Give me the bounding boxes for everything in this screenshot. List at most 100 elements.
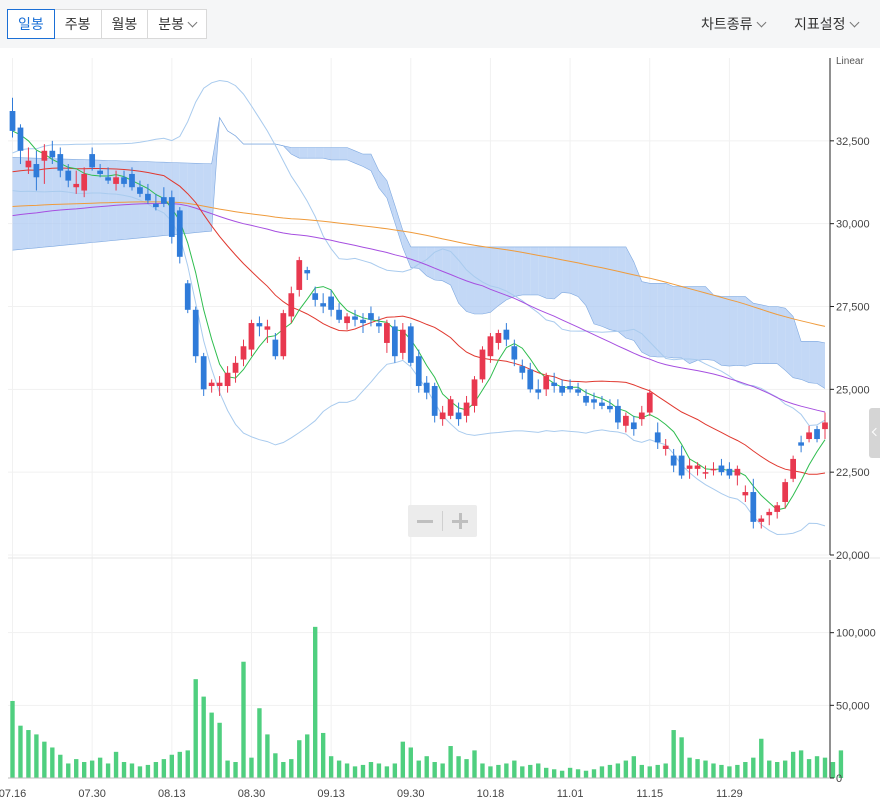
candle-body	[615, 405, 621, 423]
candle-body	[304, 270, 311, 274]
volume-bar	[679, 737, 684, 778]
chart-type-label: 차트종류	[701, 16, 753, 32]
ichimoku-cloud-segment	[124, 160, 132, 240]
candle-body	[360, 319, 366, 324]
volume-bar	[392, 763, 398, 778]
candle-body	[336, 309, 342, 320]
ichimoku-cloud-segment	[641, 281, 650, 357]
volume-bar	[735, 764, 740, 778]
volume-bar	[759, 738, 764, 778]
ichimoku-cloud-segment	[697, 286, 706, 361]
candle-body	[105, 177, 111, 181]
chart-type-dropdown[interactable]: 차트종류	[701, 14, 766, 34]
candle-body	[750, 492, 757, 522]
candle-body	[567, 386, 573, 390]
candle-body	[407, 326, 414, 363]
volume-bar	[241, 661, 246, 778]
ichimoku-cloud-segment	[355, 150, 363, 167]
volume-tick-label: 50,000	[836, 700, 870, 712]
zoom-out-button[interactable]	[408, 505, 442, 537]
volume-bar	[830, 762, 836, 778]
ichimoku-cloud-segment	[434, 246, 443, 281]
tab-weekly[interactable]: 주봉	[55, 10, 102, 38]
candle-body	[718, 465, 725, 473]
zoom-controls	[408, 505, 477, 537]
tab-monthly[interactable]: 월봉	[102, 10, 149, 38]
volume-bar	[591, 769, 597, 778]
candle-body	[455, 412, 462, 420]
ichimoku-cloud-segment	[689, 286, 698, 364]
candle-body	[399, 329, 406, 353]
candle-body	[447, 399, 454, 416]
candle-body	[575, 389, 581, 393]
candle-body	[89, 154, 96, 168]
candle-body	[184, 283, 191, 310]
ichimoku-cloud-segment	[291, 147, 300, 159]
volume-bar	[217, 722, 222, 778]
volume-tick-label: 100,000	[836, 628, 876, 640]
volume-bar	[137, 766, 143, 778]
volume-bar	[782, 760, 788, 778]
candle-body	[415, 356, 422, 387]
candle-body	[766, 511, 773, 516]
volume-bar	[488, 766, 493, 778]
ichimoku-cloud-segment	[466, 246, 475, 314]
chart-toolbar: 일봉 주봉 월봉 분봉 차트종류 지표설정	[0, 0, 880, 48]
candle-body	[423, 382, 430, 393]
volume-bar	[74, 759, 79, 778]
chart-axes: Linear 07.16 07.30 08.13 08.30 09.13 09.30 10.…	[0, 56, 880, 800]
chevron-left-icon	[871, 427, 880, 437]
ichimoku-cloud-segment	[195, 163, 204, 233]
volume-bar	[18, 725, 23, 778]
volume-bar	[671, 730, 676, 778]
candle-body	[81, 173, 88, 191]
ichimoku-cloud-segment	[116, 160, 125, 241]
ichimoku-cloud-segment	[530, 246, 539, 295]
indicator-settings-dropdown[interactable]: 지표설정	[794, 14, 859, 34]
candle-body	[25, 160, 32, 168]
tab-daily[interactable]: 일봉	[7, 9, 55, 39]
x-tick-label: 11.01	[557, 788, 584, 800]
volume-bar	[121, 762, 127, 778]
volume-bar	[289, 759, 294, 778]
candle-body	[248, 323, 255, 350]
ichimoku-cloud-segment	[378, 170, 387, 198]
ichimoku-cloud-segment	[665, 283, 674, 358]
volume-bar	[647, 766, 652, 778]
y-tick-label: 27,500	[836, 302, 870, 314]
ichimoku-cloud-segment	[657, 283, 666, 358]
candle-body	[216, 382, 223, 387]
x-tick-label: 11.29	[716, 788, 743, 800]
volume-bar	[719, 764, 724, 778]
candle-body	[272, 339, 279, 357]
volume-series	[10, 626, 844, 778]
volume-bar	[432, 762, 437, 778]
volume-bar	[520, 766, 525, 778]
volume-bar	[10, 700, 15, 778]
candle-body	[591, 399, 597, 403]
candle-body	[758, 518, 765, 522]
volume-bar	[225, 760, 230, 778]
ichimoku-cloud-segment	[633, 261, 642, 353]
tab-minute[interactable]: 분봉	[148, 10, 206, 38]
side-panel-toggle[interactable]	[869, 408, 880, 458]
ichimoku-cloud-segment	[442, 246, 451, 285]
volume-bar	[376, 763, 382, 778]
candle-body	[670, 455, 677, 466]
y-tick-label: 22,500	[836, 467, 870, 479]
volume-bar	[336, 760, 342, 778]
volume-bar	[767, 760, 772, 778]
candle-body	[543, 376, 550, 390]
volume-bar	[615, 763, 621, 778]
volume-bar	[775, 762, 780, 778]
zoom-in-button[interactable]	[443, 505, 477, 537]
candle-body	[113, 177, 119, 184]
ichimoku-cloud-segment	[339, 147, 348, 160]
ichimoku-cloud-segment	[617, 246, 626, 338]
ichimoku-cloud-segment	[546, 246, 555, 300]
candle-body	[583, 395, 589, 403]
candle-body	[431, 386, 438, 416]
candle-body	[439, 412, 446, 420]
candle-body	[145, 193, 151, 201]
